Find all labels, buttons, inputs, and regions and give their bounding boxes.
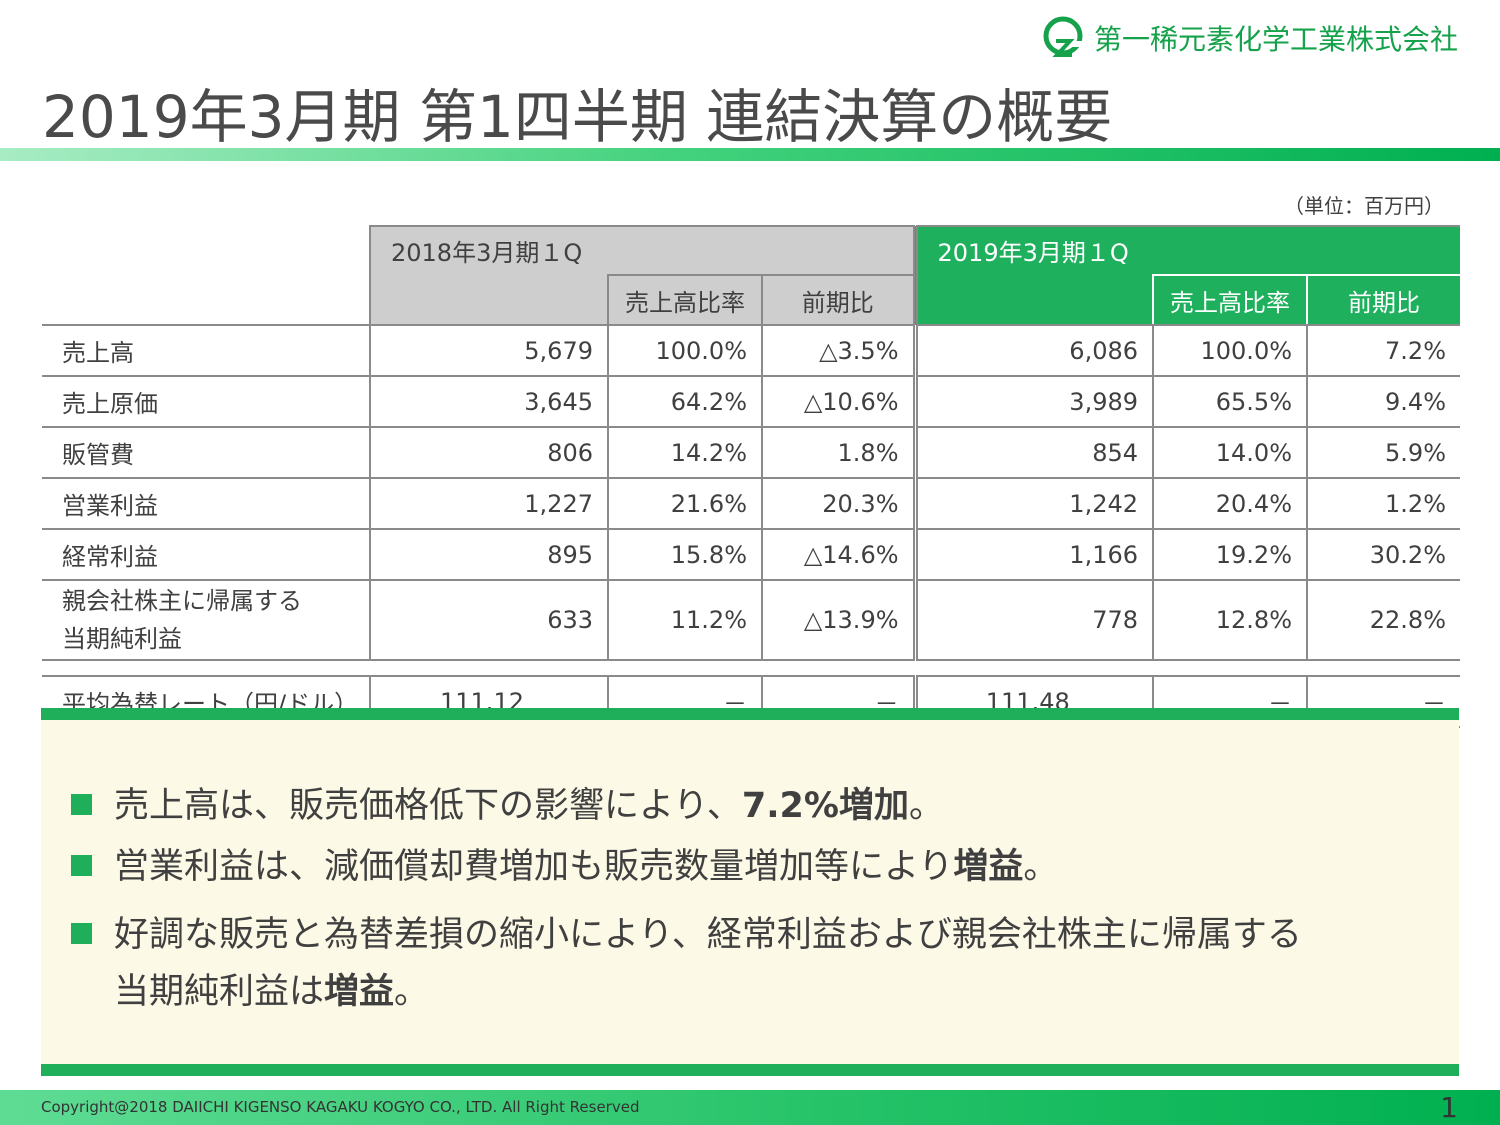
financial-table: 2018年3月期１Q 2019年3月期１Q 売上高比率 前期比 売上高比率 前期… [42, 225, 1461, 728]
curr-yoy: 7.2% [1306, 325, 1461, 377]
curr-value: 1,166 [912, 529, 1154, 581]
prev-yoy: △10.6% [760, 376, 916, 428]
summary-item: 売上高は、販売価格低下の影響により、7.2%増加。 [71, 778, 944, 835]
summary-box: 売上高は、販売価格低下の影響により、7.2%増加。 営業利益は、減価償却費増加も… [41, 708, 1459, 1076]
curr-value: 778 [912, 580, 1154, 661]
table-row: 販管費 806 14.2% 1.8% 854 14.0% 5.9% [42, 427, 1461, 479]
curr-value: 854 [912, 427, 1154, 479]
summary-end: 。 [1023, 847, 1059, 887]
summary-text-cont: 当期純利益は [114, 972, 325, 1012]
curr-yoy: 5.9% [1306, 427, 1461, 479]
prev-ratio: 21.6% [607, 478, 762, 530]
company-name: 第一稀元素化学工業株式会社 [1093, 23, 1458, 56]
prev-ratio: 11.2% [607, 580, 762, 661]
curr-value: 3,989 [912, 376, 1154, 428]
footer-bar: Copyright@2018 DAIICHI KIGENSO KAGAKU KO… [0, 1090, 1500, 1125]
header-empty [42, 275, 370, 326]
title-divider [0, 148, 1500, 161]
header-empty-green [912, 275, 1154, 326]
unit-note: （単位：百万円） [1284, 194, 1444, 218]
bullet-square-icon [71, 855, 92, 876]
curr-value: 1,242 [912, 478, 1154, 530]
col-ratio-prev: 売上高比率 [607, 274, 762, 326]
prev-yoy: △13.9% [760, 580, 916, 661]
row-label: 営業利益 [42, 478, 370, 530]
header-empty [42, 226, 370, 275]
table-gap [42, 660, 1461, 677]
prev-yoy: 20.3% [760, 478, 916, 530]
bullet-square-icon [71, 923, 92, 944]
col-yoy-prev: 前期比 [760, 274, 916, 326]
summary-text: 売上高は、販売価格低下の影響により、 [114, 786, 742, 826]
logo-mark-icon [1043, 16, 1084, 57]
prev-ratio: 15.8% [607, 529, 762, 581]
summary-text: 営業利益は、減価償却費増加も販売数量増加等により [114, 847, 954, 887]
col-yoy-curr: 前期比 [1306, 274, 1461, 326]
prev-ratio: 14.2% [607, 427, 762, 479]
curr-ratio: 19.2% [1152, 529, 1308, 581]
summary-item: 営業利益は、減価償却費増加も販売数量増加等により増益。 [71, 839, 1058, 896]
bullet-square-icon [71, 794, 92, 815]
row-label: 売上原価 [42, 376, 370, 428]
prev-ratio: 100.0% [607, 325, 762, 377]
row-label: 売上高 [42, 325, 370, 377]
curr-ratio: 100.0% [1152, 325, 1308, 377]
summary-item: 好調な販売と為替差損の縮小により、経常利益および親会社株主に帰属する 当期純利益… [71, 907, 1302, 1021]
table-row: 親会社株主に帰属する 当期純利益 633 11.2% △13.9% 778 12.… [42, 580, 1461, 661]
row-label: 親会社株主に帰属する 当期純利益 [42, 580, 370, 661]
header-empty-gray [369, 275, 608, 326]
curr-ratio: 12.8% [1152, 580, 1308, 661]
summary-emphasis: 7.2%増加 [741, 786, 909, 826]
row-label: 販管費 [42, 427, 370, 479]
prev-yoy: △14.6% [760, 529, 916, 581]
summary-emphasis: 増益 [953, 847, 1024, 887]
period-curr-header: 2019年3月期１Q [912, 225, 1461, 275]
prev-value: 633 [369, 580, 608, 661]
prev-ratio: 64.2% [607, 376, 762, 428]
row-label-line1: 親会社株主に帰属する [62, 587, 302, 615]
curr-yoy: 30.2% [1306, 529, 1461, 581]
prev-value: 895 [369, 529, 608, 581]
summary-text: 好調な販売と為替差損の縮小により、経常利益および親会社株主に帰属する [114, 915, 1302, 955]
prev-value: 5,679 [369, 325, 608, 377]
curr-ratio: 65.5% [1152, 376, 1308, 428]
curr-ratio: 20.4% [1152, 478, 1308, 530]
curr-yoy: 9.4% [1306, 376, 1461, 428]
row-label: 経常利益 [42, 529, 370, 581]
summary-emphasis: 増益 [324, 972, 395, 1012]
summary-end: 。 [394, 972, 430, 1012]
table-row: 売上原価 3,645 64.2% △10.6% 3,989 65.5% 9.4% [42, 376, 1461, 428]
prev-yoy: 1.8% [760, 427, 916, 479]
table-row: 売上高 5,679 100.0% △3.5% 6,086 100.0% 7.2% [42, 325, 1461, 377]
curr-ratio: 14.0% [1152, 427, 1308, 479]
table-row: 経常利益 895 15.8% △14.6% 1,166 19.2% 30.2% [42, 529, 1461, 581]
copyright: Copyright@2018 DAIICHI KIGENSO KAGAKU KO… [41, 1098, 640, 1116]
prev-yoy: △3.5% [760, 325, 916, 377]
summary-end: 。 [908, 786, 944, 826]
prev-value: 806 [369, 427, 608, 479]
period-prev-header: 2018年3月期１Q [368, 225, 916, 275]
curr-value: 6,086 [912, 325, 1154, 377]
table-row: 営業利益 1,227 21.6% 20.3% 1,242 20.4% 1.2% [42, 478, 1461, 530]
page-title: 2019年3月期 第1四半期 連結決算の概要 [42, 83, 1113, 151]
page-number: 1 [1440, 1091, 1458, 1124]
prev-value: 3,645 [369, 376, 608, 428]
col-ratio-curr: 売上高比率 [1152, 274, 1308, 326]
table-gap-cell [42, 660, 1461, 677]
curr-yoy: 22.8% [1306, 580, 1461, 661]
company-logo: 第一稀元素化学工業株式会社 [1042, 14, 1458, 62]
curr-yoy: 1.2% [1306, 478, 1461, 530]
prev-value: 1,227 [369, 478, 608, 530]
row-label-line2: 当期純利益 [62, 625, 182, 653]
